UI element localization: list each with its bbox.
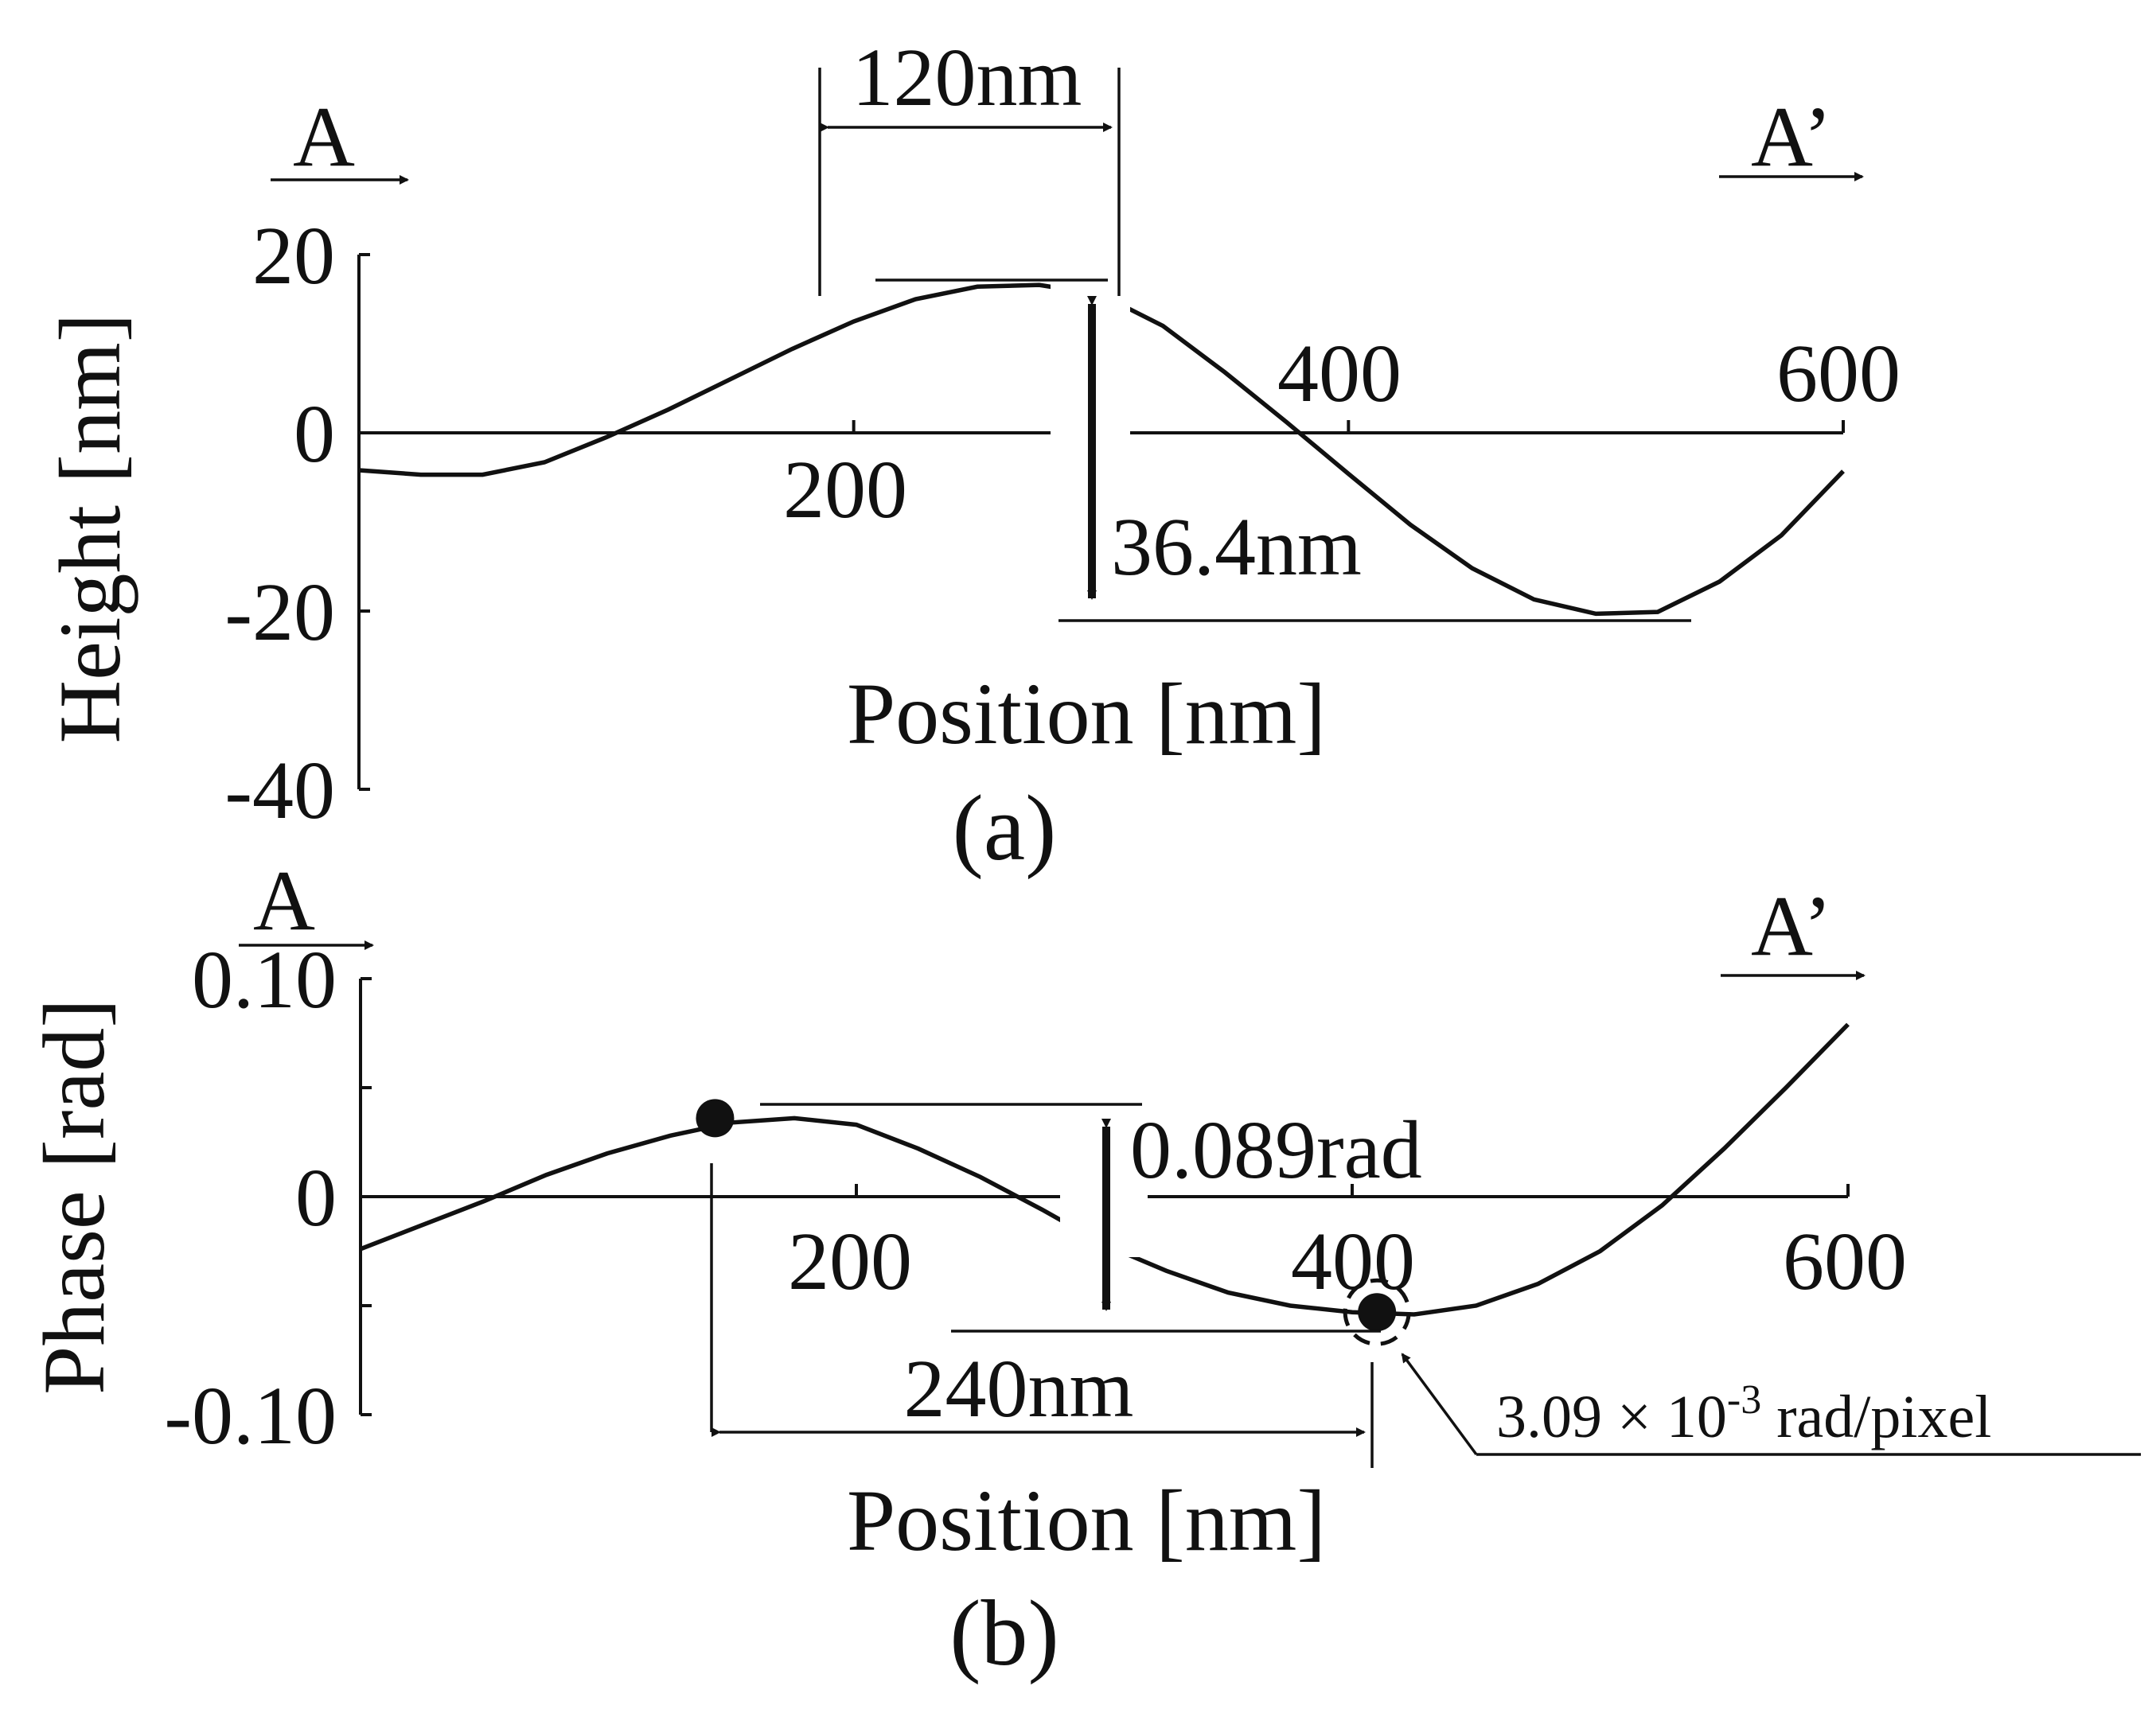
y-tick-label: 20 <box>252 210 335 302</box>
annotation-resolution: 3.09 × 10-3 rad/pixel <box>1496 1377 1991 1450</box>
data-point-marker <box>1358 1293 1397 1332</box>
x-tick-label: 200 <box>783 444 907 535</box>
direction-label-a-start: A <box>293 90 355 185</box>
y-tick-label: -40 <box>224 745 335 836</box>
data-point-marker <box>696 1099 735 1138</box>
y-tick-label: 0.10 <box>192 934 337 1026</box>
annotation-36nm: 36.4nm <box>1111 501 1362 593</box>
y-tick-label: -20 <box>224 566 335 658</box>
y-tick-label: 0 <box>295 1152 337 1244</box>
x-tick-label: 600 <box>1783 1216 1907 1307</box>
y-axis-label-a: Height [nm] <box>41 313 138 744</box>
x-tick-label: 200 <box>788 1216 912 1307</box>
panel-label-b: (b) <box>949 1581 1059 1685</box>
direction-label-b-start: A <box>253 854 315 948</box>
resolution-exponent: -3 <box>1727 1377 1761 1423</box>
resolution-unit: rad/pixel <box>1761 1384 1991 1450</box>
annotation-089rad: 0.089rad <box>1130 1104 1422 1196</box>
resolution-base: 3.09 × 10 <box>1496 1384 1727 1450</box>
x-tick-label: 400 <box>1277 328 1402 419</box>
y-axis-label-b: Phase [rad] <box>25 999 123 1395</box>
annotation-120nm: 120nm <box>852 32 1082 123</box>
x-axis-label-b: Position [nm] <box>847 1472 1326 1569</box>
x-axis-label-a: Position [nm] <box>847 665 1326 762</box>
callout-leader <box>1401 1353 1478 1456</box>
y-tick-label: -0.10 <box>164 1370 337 1462</box>
panel-label-a: (a) <box>953 776 1057 880</box>
direction-label-a-end: A’ <box>1751 90 1832 185</box>
phase-profile-chart: A A’ 0.100-0.10 200 400 600 Position [nm] … <box>25 854 2141 1685</box>
min-marker-highlight-ring <box>1343 1278 1411 1346</box>
annotation-240nm: 240nm <box>904 1343 1134 1435</box>
x-tick-label: 600 <box>1776 328 1901 419</box>
direction-label-b-end: A’ <box>1751 879 1832 974</box>
y-tick-label: 0 <box>294 388 335 480</box>
